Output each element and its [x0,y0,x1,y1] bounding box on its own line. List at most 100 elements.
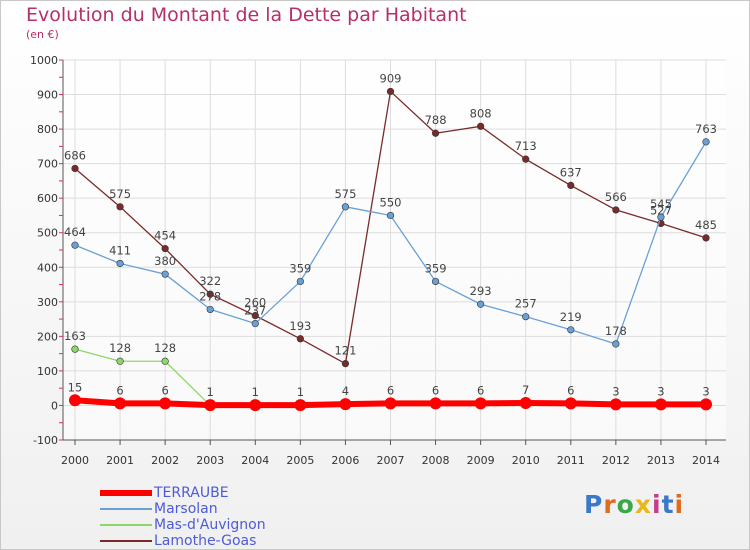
data-label: 219 [560,310,582,324]
data-label: 178 [605,324,627,338]
data-point [341,360,350,368]
data-label: 380 [154,254,176,268]
data-label: 6 [432,383,439,397]
x-tick-label: 2005 [286,454,314,467]
legend-swatch [100,540,152,542]
logo-letter: i [652,490,662,519]
legend-swatch [100,508,152,510]
data-point [204,399,217,412]
data-label: 1 [297,385,304,399]
data-label: 1 [252,385,259,399]
data-point [294,399,307,412]
data-point [341,203,350,211]
y-tick-label: 500 [37,227,58,240]
y-tick-label: 1000 [30,54,58,67]
data-label: 1 [207,385,214,399]
proxiti-logo: Proxiti [584,490,684,519]
logo-letter: t [661,490,675,519]
data-label: 193 [289,319,311,333]
data-point [114,397,127,410]
data-label: 260 [244,296,266,310]
data-point [159,397,172,410]
data-label: 3 [657,384,664,398]
logo-letter: i [674,490,685,519]
y-tick-label: 100 [37,365,58,378]
logo-letter: P [584,490,604,519]
data-point [657,213,665,221]
data-point [69,394,81,407]
y-tick-label: -100 [33,434,58,447]
data-label: 575 [109,187,131,201]
data-point [249,399,262,412]
data-label: 454 [154,229,176,243]
x-tick-label: 2011 [557,454,585,467]
data-label: 464 [64,225,86,239]
data-point [477,300,485,308]
data-label: 257 [515,297,537,311]
y-tick-label: 400 [37,261,58,274]
data-label: 6 [387,383,394,397]
data-point [339,398,352,411]
data-label: 485 [695,218,717,232]
chart-subtitle: (en €) [26,28,59,41]
y-tick-label: 0 [51,399,58,412]
data-label: 566 [605,190,627,204]
data-label: 545 [650,197,672,211]
data-point [384,397,397,410]
legend-label: Lamothe-Goas [154,533,257,549]
data-label: 808 [470,106,492,120]
data-point [296,335,304,343]
data-point [161,245,169,253]
data-point [609,398,622,411]
legend-label: Mas-d'Auvignon [154,517,266,533]
data-label: 128 [109,341,131,355]
data-point [116,259,124,268]
data-point [612,206,620,214]
x-tick-label: 2000 [61,454,89,467]
data-point [431,277,440,286]
data-point [700,398,712,411]
chart-title: Evolution du Montant de la Dette par Hab… [26,4,467,26]
x-tick-label: 2004 [241,454,269,467]
data-label: 7 [522,383,529,397]
data-label: 6 [477,383,484,397]
data-label: 6 [161,383,168,397]
data-label: 278 [199,289,221,303]
data-label: 686 [64,148,86,162]
logo-letter: x [634,490,652,519]
data-point [386,87,395,96]
data-label: 4 [342,384,349,398]
data-label: 3 [612,384,619,398]
legend-swatch [100,490,152,496]
data-point [206,305,214,314]
data-label: 359 [425,261,447,275]
x-tick-label: 2014 [692,454,720,467]
data-label: 411 [109,243,131,257]
data-point [702,234,710,242]
data-point [564,397,577,410]
data-point [702,138,710,146]
data-point [519,397,532,410]
data-label: 637 [560,165,582,179]
data-point [116,357,124,365]
data-point [612,340,620,348]
data-label: 527 [650,203,672,217]
data-label: 6 [116,383,123,397]
data-label: 909 [380,71,402,85]
x-tick-label: 2001 [106,454,134,467]
data-label: 15 [68,380,83,394]
data-label: 128 [154,341,176,355]
data-point [161,270,169,278]
y-tick-label: 600 [37,192,58,205]
data-point [522,155,530,163]
x-tick-label: 2012 [602,454,630,467]
data-point [522,313,530,321]
data-label: 6 [567,383,574,397]
data-point [206,290,214,298]
data-label: 293 [470,284,492,298]
data-label: 575 [334,187,356,201]
data-label: 163 [64,329,86,343]
x-tick-label: 2013 [647,454,675,467]
y-tick-label: 300 [37,296,58,309]
